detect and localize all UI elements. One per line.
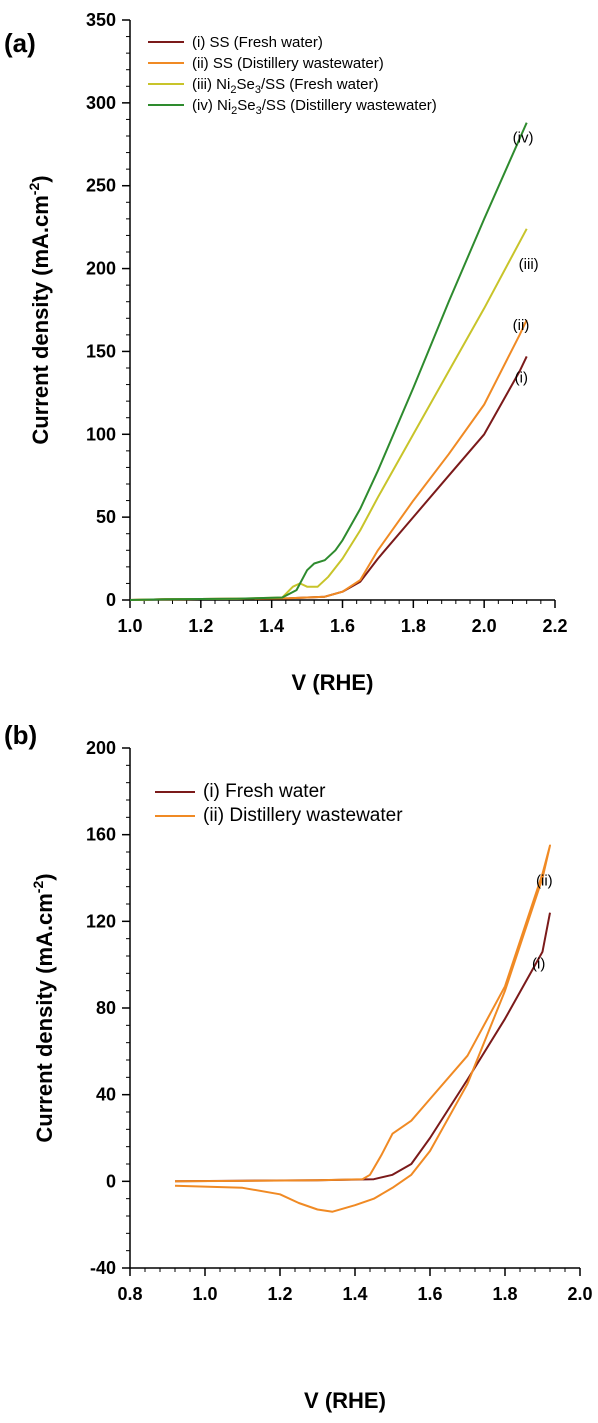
legend-text: (ii) SS (Distillery wastewater) <box>192 55 384 72</box>
y-tick-label: -40 <box>90 1258 116 1278</box>
series-end-label: (i) <box>515 369 528 386</box>
x-tick-label: 1.2 <box>188 616 213 636</box>
x-tick-label: 2.0 <box>567 1284 592 1304</box>
x-tick-label: 0.8 <box>117 1284 142 1304</box>
x-tick-label: 1.0 <box>117 616 142 636</box>
x-tick-label: 2.2 <box>542 616 567 636</box>
x-tick-label: 1.8 <box>492 1284 517 1304</box>
series-line <box>129 355 528 601</box>
legend-entry: (ii) Distillery wastewater <box>203 805 403 826</box>
legend-entry: (i) Fresh water <box>203 781 326 802</box>
legend-text: /SS (Fresh water) <box>261 76 379 93</box>
legend-text: (i) Fresh water <box>203 781 326 802</box>
y-axis-title-sup: -2 <box>26 183 42 196</box>
series-end-label: (ii) <box>513 317 530 334</box>
y-tick-label: 250 <box>86 176 116 196</box>
panel-label: (a) <box>4 28 36 58</box>
y-tick-label: 160 <box>86 825 116 845</box>
y-axis-title-text: Current density (mA.cm <box>28 195 53 444</box>
y-tick-label: 40 <box>96 1085 116 1105</box>
y-tick-label: 50 <box>96 507 116 527</box>
legend-entry: (iv) Ni2Se3/SS (Distillery wastewater) <box>192 97 437 117</box>
x-tick-label: 1.4 <box>259 616 284 636</box>
x-tick-label: 1.6 <box>417 1284 442 1304</box>
legend-subscript: 2 <box>230 84 236 96</box>
series-line <box>129 228 528 601</box>
x-tick-label: 1.8 <box>401 616 426 636</box>
y-tick-label: 80 <box>96 998 116 1018</box>
y-tick-label: 0 <box>106 590 116 610</box>
y-tick-label: 350 <box>86 10 116 30</box>
x-tick-label: 1.4 <box>342 1284 367 1304</box>
x-tick-label: 1.2 <box>267 1284 292 1304</box>
panel-label: (b) <box>4 720 37 750</box>
legend-text: (ii) Distillery wastewater <box>203 805 403 826</box>
legend-text: Se <box>236 76 254 93</box>
legend-entry: (iii) Ni2Se3/SS (Fresh water) <box>192 76 378 96</box>
chart-panel-b: (b) 0.8 1.0 1.2 1.4 1.6 1.8 2.0 -40 0 40 80 120 160 20… <box>4 720 593 1413</box>
y-tick-label: 300 <box>86 93 116 113</box>
series-end-label: (iv) <box>513 130 534 147</box>
y-axis-title-sup: -2 <box>30 881 46 894</box>
legend-subscript: 2 <box>231 105 237 117</box>
x-tick-label: 2.0 <box>472 616 497 636</box>
y-tick-label: 200 <box>86 738 116 758</box>
y-axis-title-end: ) <box>32 873 57 880</box>
legend-text: (i) SS (Fresh water) <box>192 34 323 51</box>
x-axis-title: V (RHE) <box>304 1388 386 1413</box>
legend-text: (iii) Ni <box>192 76 230 93</box>
series-end-label: (ii) <box>536 873 553 890</box>
legend-subscript: 3 <box>256 105 262 117</box>
series-end-label: (iii) <box>519 256 539 273</box>
legend-text: (iv) Ni <box>192 97 231 114</box>
y-axis-title-text: Current density (mA.cm <box>32 893 57 1142</box>
x-tick-label: 1.0 <box>192 1284 217 1304</box>
series-line <box>174 844 551 1213</box>
y-tick-label: 200 <box>86 259 116 279</box>
x-tick-label: 1.6 <box>330 616 355 636</box>
legend-subscript: 3 <box>255 84 261 96</box>
y-tick-label: 0 <box>106 1171 116 1191</box>
legend-entry: (i) SS (Fresh water) <box>192 34 323 51</box>
x-axis-title: V (RHE) <box>292 670 374 695</box>
series-line <box>174 912 551 1183</box>
y-tick-label: 100 <box>86 424 116 444</box>
y-tick-label: 120 <box>86 911 116 931</box>
series-end-label: (i) <box>532 956 545 973</box>
y-tick-label: 150 <box>86 341 116 361</box>
y-axis-title-end: ) <box>28 175 53 182</box>
series-line <box>129 122 528 601</box>
chart-panel-a: (a) 1.0 1.2 1.4 1.6 1.8 2.0 2.2 0 50 100 150 200 250 3… <box>4 10 568 695</box>
legend-text: /SS (Distillery wastewater) <box>262 97 437 114</box>
legend-entry: (ii) SS (Distillery wastewater) <box>192 55 384 72</box>
y-axis-title: Current density (mA.cm-2) <box>30 873 57 1142</box>
y-axis-title: Current density (mA.cm-2) <box>26 175 53 444</box>
legend-text: Se <box>237 97 255 114</box>
